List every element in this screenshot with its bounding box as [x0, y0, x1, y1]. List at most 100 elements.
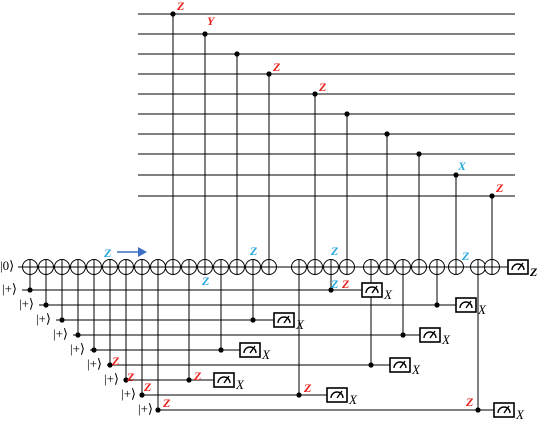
pauli-label: X	[457, 159, 467, 173]
control-dot	[296, 392, 302, 398]
meter	[213, 372, 235, 388]
measurement-label: X	[383, 287, 393, 302]
meter-arc	[423, 331, 437, 339]
meter	[326, 387, 348, 403]
meter-needle	[249, 345, 256, 354]
control-dot	[328, 287, 334, 293]
meter	[273, 312, 295, 328]
measurement-label: X	[348, 392, 358, 407]
control-dot	[218, 347, 224, 353]
control-dot	[91, 347, 97, 353]
control-dot	[489, 193, 495, 199]
ancilla-input-label: |+⟩	[138, 401, 153, 416]
measurement-label: X	[235, 377, 245, 392]
meter-needle	[336, 390, 343, 399]
meter	[507, 259, 529, 275]
measurement-label: X	[477, 302, 487, 317]
ancilla-input-label: |+⟩	[53, 326, 68, 341]
meter	[361, 282, 383, 298]
pauli-annotation: Z	[461, 249, 470, 263]
meter-needle	[503, 405, 510, 414]
meter-needle	[371, 285, 378, 294]
meter	[419, 327, 441, 343]
measurement-label: Z	[529, 265, 538, 279]
control-dot	[250, 317, 256, 323]
pauli-annotation: Z	[111, 354, 120, 368]
pauli-label: Z	[495, 181, 504, 195]
meter-needle	[223, 375, 230, 384]
control-dot	[75, 332, 81, 338]
meter	[493, 402, 515, 418]
control-dot	[266, 71, 272, 77]
measurement-label: X	[411, 362, 421, 377]
measurement-label: X	[295, 317, 305, 332]
control-dot	[186, 377, 192, 383]
pauli-annotation: Z	[201, 274, 210, 288]
pauli-label: Z	[318, 80, 327, 94]
pauli-label: Y	[207, 14, 216, 28]
main-input-label: |0⟩	[0, 258, 14, 273]
ancilla-input-label: |+⟩	[36, 311, 51, 326]
pauli-annotation: Z	[126, 370, 135, 384]
control-dot	[59, 317, 65, 323]
control-dot	[416, 151, 422, 157]
ancilla-input-label: |+⟩	[2, 281, 17, 296]
meter-needle	[429, 330, 436, 339]
arrow-head	[138, 247, 147, 257]
control-dot	[312, 91, 318, 97]
pauli-annotation: Z	[193, 369, 202, 383]
pauli-annotation: Z	[143, 380, 152, 394]
meter-arc	[459, 301, 473, 309]
control-dot	[368, 362, 374, 368]
control-dot	[27, 287, 33, 293]
measurement-label: X	[441, 332, 451, 347]
meter	[389, 357, 411, 373]
control-dot	[170, 11, 176, 17]
meter-arc	[393, 361, 407, 369]
ancilla-input-label: |+⟩	[70, 341, 85, 356]
ancilla-input-label: |+⟩	[104, 371, 119, 386]
control-dot	[344, 111, 350, 117]
ancilla-input-label: |+⟩	[87, 356, 102, 371]
meter-needle	[283, 315, 290, 324]
meter-needle	[399, 360, 406, 369]
meter	[455, 297, 477, 313]
control-dot	[107, 362, 113, 368]
pauli-label: Z	[272, 60, 281, 74]
meter-arc	[511, 263, 525, 271]
control-dot	[139, 392, 145, 398]
meter-arc	[365, 286, 379, 294]
control-dot	[123, 377, 129, 383]
meter-arc	[497, 406, 511, 414]
control-dot	[43, 302, 49, 308]
pauli-label: Z	[176, 0, 185, 13]
control-dot	[384, 131, 390, 137]
control-dot	[234, 51, 240, 57]
meter-needle	[465, 300, 472, 309]
measurement-label: X	[515, 407, 525, 422]
meter-needle	[517, 262, 524, 271]
control-dot	[453, 172, 459, 178]
pauli-annotation: Z	[465, 395, 474, 409]
control-dot	[400, 332, 406, 338]
control-dot	[434, 302, 440, 308]
meter-arc	[277, 316, 291, 324]
pauli-annotation: Z	[249, 244, 258, 258]
pauli-annotation: Z	[303, 381, 312, 395]
pauli-annotation: Z	[162, 396, 171, 410]
pauli-annotation: Z	[341, 277, 350, 291]
measurement-label: X	[261, 347, 271, 362]
meter-arc	[243, 346, 257, 354]
pauli-annotation: Z	[103, 246, 112, 260]
ancilla-input-label: |+⟩	[121, 386, 136, 401]
ancilla-input-label: |+⟩	[19, 296, 34, 311]
pauli-annotation: Z	[330, 244, 339, 258]
meter-arc	[330, 391, 344, 399]
control-dot	[475, 407, 481, 413]
meter	[239, 342, 261, 358]
control-dot	[202, 31, 208, 37]
pauli-annotation: Z	[330, 277, 339, 291]
control-dot	[155, 407, 161, 413]
meter-arc	[217, 376, 231, 384]
